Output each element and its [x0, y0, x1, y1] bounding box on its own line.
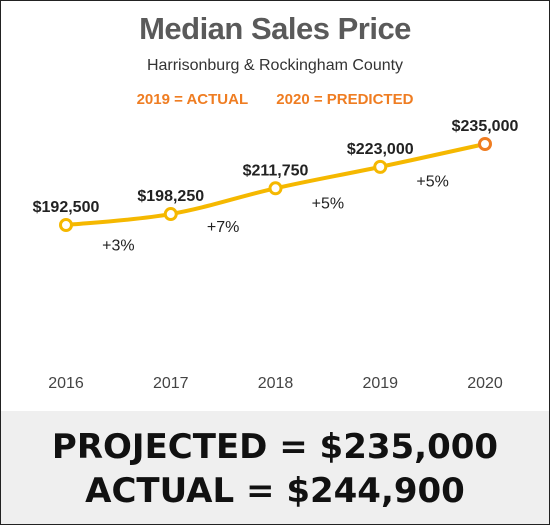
chart-subtitle: Harrisonburg & Rockingham County [146, 57, 404, 74]
value-label-2019: $223,000 [347, 141, 414, 158]
data-point-2020 [478, 137, 492, 151]
change-label-1: +3% [102, 238, 134, 255]
x-tick-label-2016: 2016 [48, 375, 84, 392]
change-label-2: +7% [207, 219, 239, 236]
chart-legend: 2019 = ACTUAL 2020 = PREDICTED [1, 91, 549, 108]
summary-panel: PROJECTED = $235,000 ACTUAL = $244,900 [1, 411, 549, 524]
value-label-2016: $192,500 [33, 199, 100, 216]
legend-actual: 2019 = ACTUAL [136, 91, 249, 108]
data-point-2018 [268, 181, 283, 196]
data-point-2019 [373, 159, 388, 174]
x-tick-label-2020: 2020 [467, 375, 503, 392]
chart-title: Median Sales Price [139, 11, 411, 46]
value-label-2017: $198,250 [137, 188, 204, 205]
line-chart: $192,500 $198,250 $211,750 $223,000 $235,000… [33, 118, 519, 392]
value-label-2020: $235,000 [452, 118, 519, 135]
x-tick-label-2019: 2019 [362, 375, 398, 392]
change-label-3: +5% [312, 196, 344, 213]
projected-summary: PROJECTED = $235,000 [51, 427, 499, 467]
legend-predicted: 2020 = PREDICTED [276, 91, 414, 108]
data-point-2017 [163, 207, 178, 222]
x-tick-label-2018: 2018 [258, 375, 294, 392]
data-point-2016 [59, 218, 73, 232]
x-tick-label-2017: 2017 [153, 375, 189, 392]
actual-summary: ACTUAL = $244,900 [85, 471, 465, 511]
value-label-2018: $211,750 [243, 162, 309, 179]
change-label-4: +5% [416, 173, 448, 190]
